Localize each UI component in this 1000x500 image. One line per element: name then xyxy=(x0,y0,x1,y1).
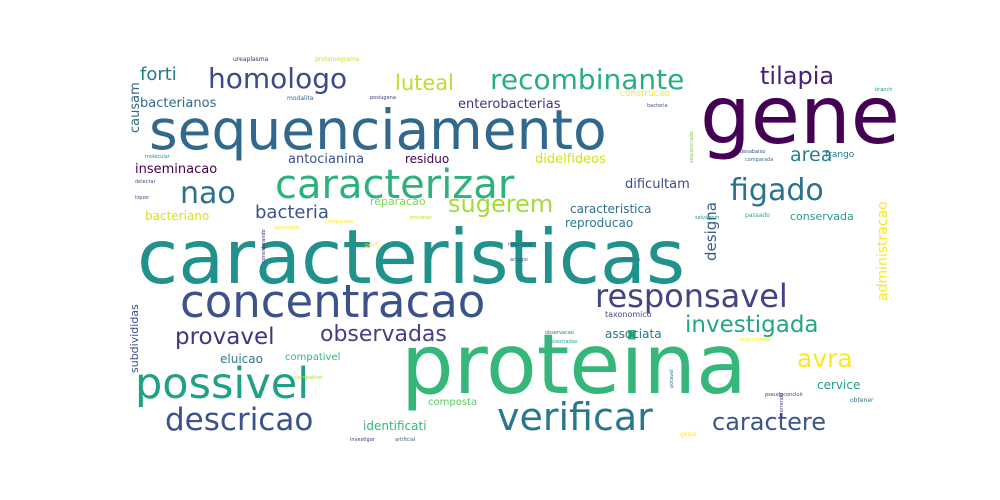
word: possivel xyxy=(135,359,310,409)
word: considerando xyxy=(261,229,267,263)
word: construcao xyxy=(620,89,670,99)
word: cervice xyxy=(817,378,861,392)
word: luteal xyxy=(395,71,455,95)
word: ocorrendo xyxy=(779,392,785,418)
word: sequenciamento xyxy=(149,98,607,162)
word: passado xyxy=(745,212,770,219)
word: residuo xyxy=(405,152,450,166)
word: avra xyxy=(797,344,853,373)
word: forti xyxy=(140,64,177,85)
word: delectar xyxy=(135,179,156,185)
word: dificultam xyxy=(625,177,690,192)
word: gene xyxy=(700,69,900,162)
word: investigar xyxy=(350,437,375,443)
word: responsavel xyxy=(595,277,788,315)
word: observacao xyxy=(545,330,574,336)
word: identificati xyxy=(363,419,427,433)
word: selvagem xyxy=(695,215,720,221)
word: observadas xyxy=(320,322,447,347)
word: taxonomico xyxy=(605,310,652,319)
word: administracao xyxy=(875,201,891,301)
word: area xyxy=(790,144,833,166)
word: antocianina xyxy=(288,152,365,167)
word: enterobacterias xyxy=(458,97,561,112)
word: desabaixo xyxy=(740,149,766,155)
word: compativel xyxy=(295,375,323,381)
word: frango xyxy=(825,150,855,160)
word: proteinograma xyxy=(315,56,360,63)
word: caractere xyxy=(712,408,826,436)
word: produce xyxy=(620,257,641,263)
word: genal xyxy=(680,431,697,438)
word: conservada xyxy=(790,210,854,223)
word: composta xyxy=(428,397,478,408)
word: homologo xyxy=(208,62,348,95)
word: arragoi xyxy=(510,257,528,263)
word: associata xyxy=(605,327,662,341)
word: branch xyxy=(875,87,893,93)
word: causam xyxy=(128,82,143,133)
word: pseudoconcluir xyxy=(765,392,803,398)
word: liquor xyxy=(135,195,150,201)
word: modalita xyxy=(287,95,314,102)
word: didelfideos xyxy=(535,152,606,167)
word: compativel xyxy=(285,352,341,363)
word: genotipos xyxy=(275,225,300,231)
word: bacterianos xyxy=(140,96,217,111)
word: sugerem xyxy=(448,190,554,218)
word: concentracao xyxy=(180,275,486,328)
word: comparada xyxy=(745,157,774,163)
word: caracteristica xyxy=(570,202,652,216)
word: tilapia xyxy=(760,62,835,90)
word: obtener xyxy=(850,397,874,404)
word: propriedade xyxy=(740,337,771,343)
word: investigada xyxy=(685,312,819,338)
word: relacional xyxy=(508,242,533,248)
word: perfi xyxy=(365,242,379,249)
word: potavel xyxy=(669,369,675,388)
word: artificial xyxy=(395,437,416,443)
word: provavel xyxy=(175,324,275,350)
word: caracterizar xyxy=(275,162,515,208)
word: verificar xyxy=(497,395,653,439)
word: bacteria xyxy=(647,103,668,109)
word: figado xyxy=(730,173,824,208)
word: bacteria xyxy=(255,202,329,223)
word: caracteristicas xyxy=(137,213,686,301)
word: descricao xyxy=(165,402,314,438)
word: associadas xyxy=(550,339,578,345)
word: reparacao xyxy=(370,195,426,208)
word: proteina xyxy=(401,316,747,413)
word: reproducao xyxy=(565,216,634,230)
word: ureaplasma xyxy=(233,56,269,63)
word: inseminacao xyxy=(135,162,218,177)
word-cloud: caracteristicas proteina gene sequenciam… xyxy=(125,48,910,448)
word: sequenciado xyxy=(689,131,695,163)
word: designa xyxy=(702,202,720,261)
word: eluicao xyxy=(220,352,263,366)
word: comparado xyxy=(325,219,354,225)
word: bacteriano xyxy=(145,209,210,223)
word: recombinante xyxy=(490,63,685,96)
word: nao xyxy=(180,176,236,211)
word: molecular xyxy=(145,154,170,160)
word: posiugena xyxy=(370,95,396,101)
word: provasar xyxy=(410,215,432,221)
word: subdivididas xyxy=(128,304,141,373)
